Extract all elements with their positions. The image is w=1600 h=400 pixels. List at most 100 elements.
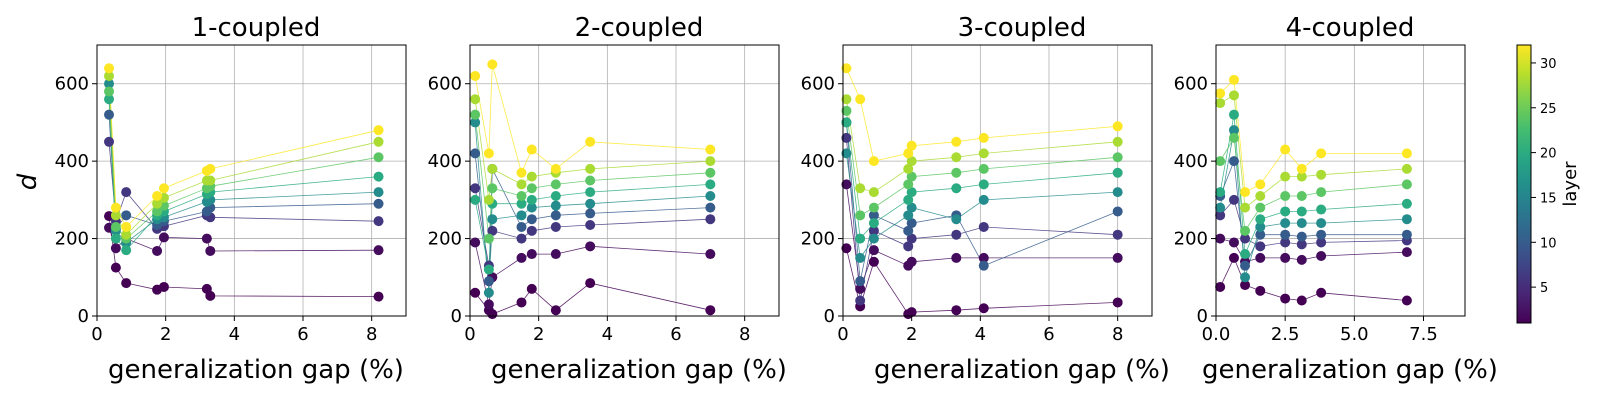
data-point — [1296, 163, 1307, 174]
series-line-layer-2 — [108, 227, 379, 252]
data-point — [978, 221, 989, 232]
data-point — [516, 167, 527, 178]
x-tick-label: 4 — [975, 324, 986, 345]
data-point — [855, 183, 866, 194]
data-point — [705, 190, 716, 201]
data-point — [487, 183, 498, 194]
data-point — [1112, 297, 1123, 308]
data-point — [1316, 250, 1327, 261]
data-point — [868, 210, 879, 221]
data-point — [868, 233, 879, 244]
x-tick-label: 2 — [906, 324, 917, 345]
data-point — [516, 252, 527, 263]
data-point — [526, 283, 537, 294]
data-point — [373, 152, 384, 163]
data-point — [470, 94, 481, 105]
series-line-layer-28 — [108, 75, 379, 236]
data-point — [470, 194, 481, 205]
data-point — [1228, 252, 1239, 263]
data-point — [1296, 218, 1307, 229]
data-point — [1316, 237, 1327, 248]
data-point — [903, 179, 914, 190]
subplot-4: 4-coupled generalization gap (%) 0.0 2.5 5… — [1174, 13, 1498, 385]
data-point — [121, 245, 132, 256]
y-tick-label: 200 — [55, 229, 89, 250]
data-point — [585, 136, 596, 147]
data-point — [841, 243, 852, 254]
y-tick-label: 200 — [428, 229, 462, 250]
data-point — [585, 278, 596, 289]
data-point — [1280, 171, 1291, 182]
colorbar: 5 10 15 20 25 30 layer — [1516, 44, 1581, 324]
data-point — [1280, 237, 1291, 248]
data-point — [855, 276, 866, 287]
y-tick-label: 0 — [824, 306, 835, 327]
data-point — [470, 109, 481, 120]
data-point — [526, 214, 537, 225]
data-point — [104, 70, 115, 81]
data-point — [903, 148, 914, 159]
data-point — [903, 163, 914, 174]
data-point — [906, 256, 917, 267]
data-point — [906, 156, 917, 167]
data-point — [470, 148, 481, 159]
y-tick-label: 200 — [801, 229, 835, 250]
data-point — [1280, 229, 1291, 240]
data-point — [1401, 148, 1412, 159]
data-point — [1112, 121, 1123, 132]
x-tick-label: 6 — [297, 324, 308, 345]
data-point — [110, 221, 121, 232]
data-point — [1240, 272, 1251, 283]
data-point — [1401, 214, 1412, 225]
data-point — [951, 214, 962, 225]
data-point — [705, 249, 716, 260]
data-point — [1280, 252, 1291, 263]
y-tick-label: 0 — [1197, 306, 1208, 327]
data-point — [205, 175, 216, 186]
subplot-title: 1-coupled — [192, 13, 321, 43]
x-tick-label: 0.0 — [1202, 324, 1231, 345]
data-point — [152, 198, 163, 209]
series-line-layer-24 — [108, 91, 379, 240]
data-point — [526, 202, 537, 213]
colorbar-label: layer — [1560, 161, 1581, 207]
data-point — [841, 148, 852, 159]
data-point — [1215, 233, 1226, 244]
colorbar-tick-label: 10 — [1540, 236, 1557, 251]
data-point — [110, 202, 121, 213]
data-point — [1112, 206, 1123, 217]
data-point — [855, 210, 866, 221]
data-point — [1296, 231, 1307, 242]
data-point — [906, 187, 917, 198]
data-point — [951, 305, 962, 316]
colorbar-tick-label: 5 — [1540, 281, 1548, 296]
data-point — [1316, 169, 1327, 180]
data-point — [526, 249, 537, 260]
data-point — [373, 291, 384, 302]
data-point — [104, 136, 115, 147]
data-point — [483, 287, 494, 298]
data-point — [1112, 152, 1123, 163]
data-point — [158, 183, 169, 194]
data-point — [104, 109, 115, 120]
colorbar-tick-label: 20 — [1540, 147, 1557, 162]
data-point — [516, 297, 527, 308]
data-point — [1296, 239, 1307, 250]
data-point — [978, 179, 989, 190]
data-point — [550, 190, 561, 201]
data-point — [470, 183, 481, 194]
data-point — [104, 86, 115, 97]
data-point — [104, 63, 115, 74]
data-point — [906, 218, 917, 229]
data-point — [1316, 287, 1327, 298]
data-point — [110, 243, 121, 254]
data-point — [1401, 247, 1412, 258]
data-point — [978, 252, 989, 263]
data-point — [585, 241, 596, 252]
data-point — [1112, 136, 1123, 147]
data-point — [373, 216, 384, 227]
data-point — [1112, 187, 1123, 198]
data-point — [1296, 254, 1307, 265]
series-line-layer-1 — [474, 282, 711, 315]
